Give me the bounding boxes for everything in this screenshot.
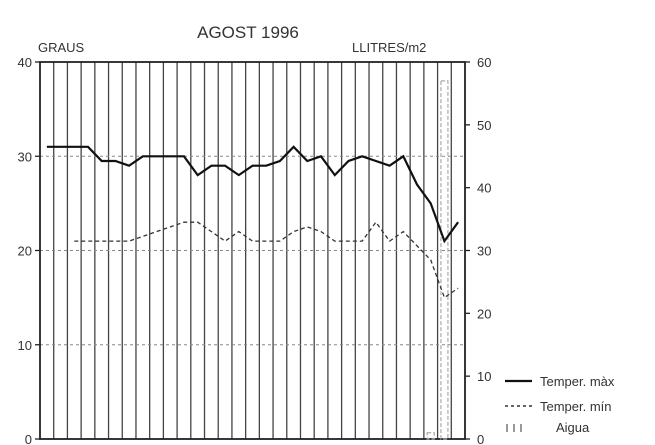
left-tick-label: 40: [18, 55, 32, 70]
left-tick-label: 20: [18, 244, 32, 259]
left-tick-label: 30: [18, 149, 32, 164]
left-axis-label: GRAUS: [38, 40, 85, 55]
left-tick-label: 10: [18, 338, 32, 353]
legend-label-min: Temper. mín: [540, 399, 612, 414]
left-tick-label: 0: [25, 432, 32, 445]
legend-label-max: Temper. màx: [540, 374, 615, 389]
right-tick-label: 10: [477, 369, 491, 384]
legend-label-rain: Aigua: [556, 420, 590, 435]
rain-bar: [426, 432, 435, 440]
right-tick-label: 50: [477, 118, 491, 133]
right-tick-label: 60: [477, 55, 491, 70]
series-lines: [46, 145, 459, 299]
gridlines: [40, 62, 465, 439]
left-axis-ticks: 0 10 20 30 40: [18, 55, 40, 445]
series-line-max-temp: [46, 145, 459, 244]
right-tick-label: 20: [477, 306, 491, 321]
right-tick-label: 40: [477, 181, 491, 196]
right-axis-ticks: 0 10 20 30 40 50 60: [465, 55, 491, 445]
right-axis-label: LLITRES/m2: [352, 40, 426, 55]
series-line-min-temp: [74, 221, 459, 299]
legend-swatch-rain: [506, 424, 522, 432]
right-tick-label: 30: [477, 244, 491, 259]
right-tick-label: 0: [477, 432, 484, 445]
rain-bars: [426, 80, 449, 440]
chart-title: AGOST 1996: [197, 23, 299, 42]
rain-bar: [440, 80, 449, 440]
legend: Temper. màx Temper. mín Aigua: [505, 374, 615, 435]
